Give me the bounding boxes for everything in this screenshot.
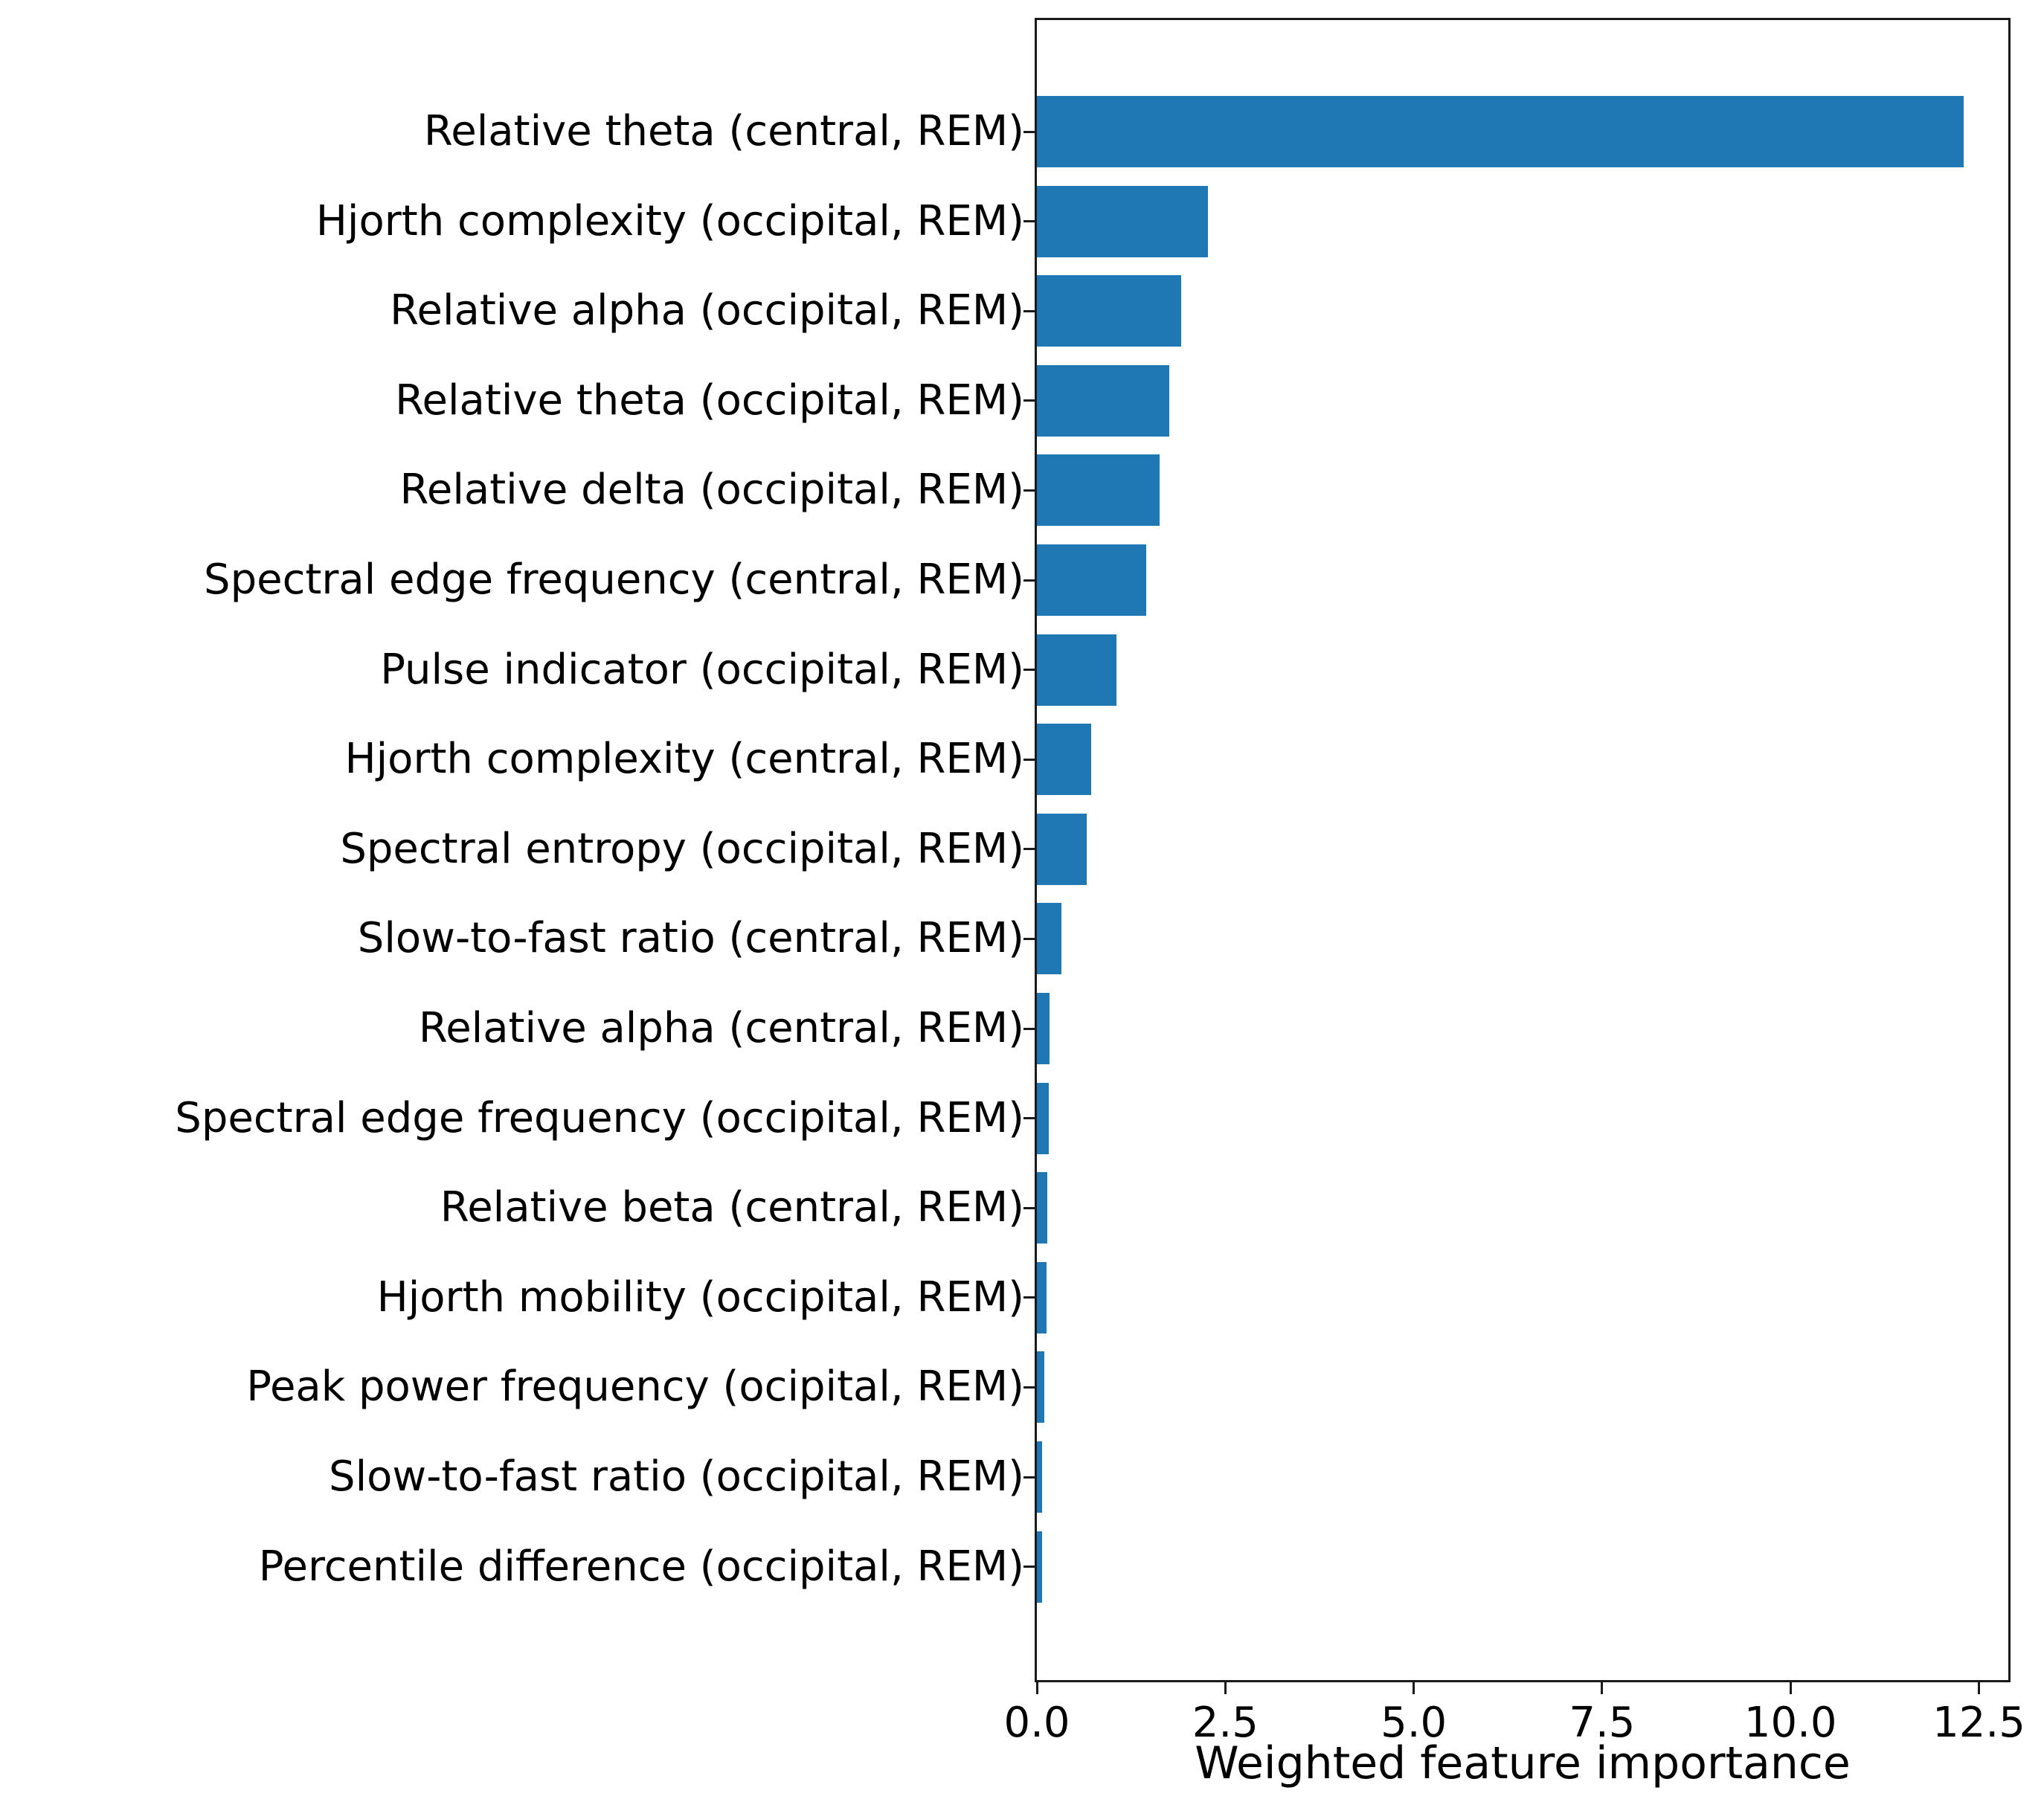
bar-4	[1037, 364, 1170, 437]
y-label-6: Spectral edge frequency (central, REM)	[204, 556, 1024, 604]
y-label-3: Relative alpha (occipital, REM)	[390, 286, 1024, 335]
x-tick-4	[1601, 1682, 1604, 1694]
y-tick-17	[1023, 1566, 1035, 1568]
x-tick-3	[1413, 1682, 1415, 1694]
y-tick-2	[1023, 220, 1035, 223]
bar-16	[1037, 1441, 1043, 1513]
y-tick-7	[1023, 669, 1035, 672]
bar-9	[1037, 813, 1087, 885]
y-tick-3	[1023, 309, 1035, 312]
y-label-13: Relative beta (central, REM)	[440, 1183, 1024, 1232]
y-label-8: Hjorth complexity (central, REM)	[344, 735, 1024, 784]
y-label-7: Pulse indicator (occipital, REM)	[380, 645, 1024, 694]
y-tick-11	[1023, 1027, 1035, 1030]
x-tick-2	[1224, 1682, 1227, 1694]
y-tick-4	[1023, 399, 1035, 402]
y-label-1: Relative theta (central, REM)	[423, 107, 1024, 155]
bar-17	[1037, 1531, 1043, 1603]
y-tick-12	[1023, 1117, 1035, 1120]
bar-12	[1037, 1082, 1050, 1154]
y-tick-10	[1023, 937, 1035, 940]
y-label-15: Peak power frequency (ocipital, REM)	[246, 1362, 1024, 1412]
y-label-12: Spectral edge frequency (occipital, REM)	[175, 1093, 1024, 1142]
y-label-17: Percentile difference (occipital, REM)	[258, 1542, 1024, 1591]
y-label-10: Slow-to-fast ratio (central, REM)	[357, 914, 1024, 963]
y-label-14: Hjorth mobility (occipital, REM)	[376, 1272, 1024, 1322]
y-tick-1	[1023, 130, 1035, 133]
x-tick-1	[1035, 1682, 1038, 1694]
bar-2	[1037, 185, 1208, 257]
y-label-11: Relative alpha (central, REM)	[418, 1004, 1024, 1052]
y-tick-13	[1023, 1206, 1035, 1209]
x-tick-label-10.0: 10.0	[1743, 1699, 1837, 1747]
y-tick-16	[1023, 1476, 1035, 1479]
y-tick-14	[1023, 1296, 1035, 1299]
y-label-2: Hjorth complexity (occipital, REM)	[315, 196, 1024, 245]
bar-13	[1037, 1172, 1048, 1244]
plot-area	[1035, 18, 2011, 1682]
y-tick-9	[1023, 848, 1035, 851]
y-label-16: Slow-to-fast ratio (occipital, REM)	[329, 1452, 1024, 1501]
bar-15	[1037, 1351, 1045, 1423]
y-tick-15	[1023, 1386, 1035, 1389]
y-tick-5	[1023, 489, 1035, 492]
x-axis-title: Weighted feature importance	[1195, 1737, 1851, 1789]
bar-14	[1037, 1261, 1047, 1333]
x-tick-label-2.5: 2.5	[1192, 1699, 1259, 1747]
bar-8	[1037, 724, 1091, 796]
bar-11	[1037, 993, 1050, 1064]
x-tick-6	[1977, 1682, 1980, 1694]
x-tick-label-12.5: 12.5	[1932, 1699, 2025, 1747]
bar-6	[1037, 544, 1146, 616]
bar-3	[1037, 275, 1181, 347]
y-label-4: Relative theta (occipital, REM)	[395, 376, 1024, 425]
y-tick-8	[1023, 758, 1035, 761]
y-tick-6	[1023, 579, 1035, 582]
bar-1	[1037, 96, 1964, 167]
bar-7	[1037, 634, 1117, 706]
bar-5	[1037, 454, 1160, 527]
x-tick-label-7.5: 7.5	[1569, 1699, 1636, 1747]
y-label-5: Relative delta (occipital, REM)	[399, 466, 1024, 515]
x-tick-5	[1789, 1682, 1792, 1694]
x-tick-label-5.0: 5.0	[1381, 1699, 1447, 1747]
x-tick-label-0.0: 0.0	[1003, 1699, 1070, 1747]
bar-10	[1037, 903, 1062, 975]
y-label-9: Spectral entropy (occipital, REM)	[340, 824, 1024, 873]
